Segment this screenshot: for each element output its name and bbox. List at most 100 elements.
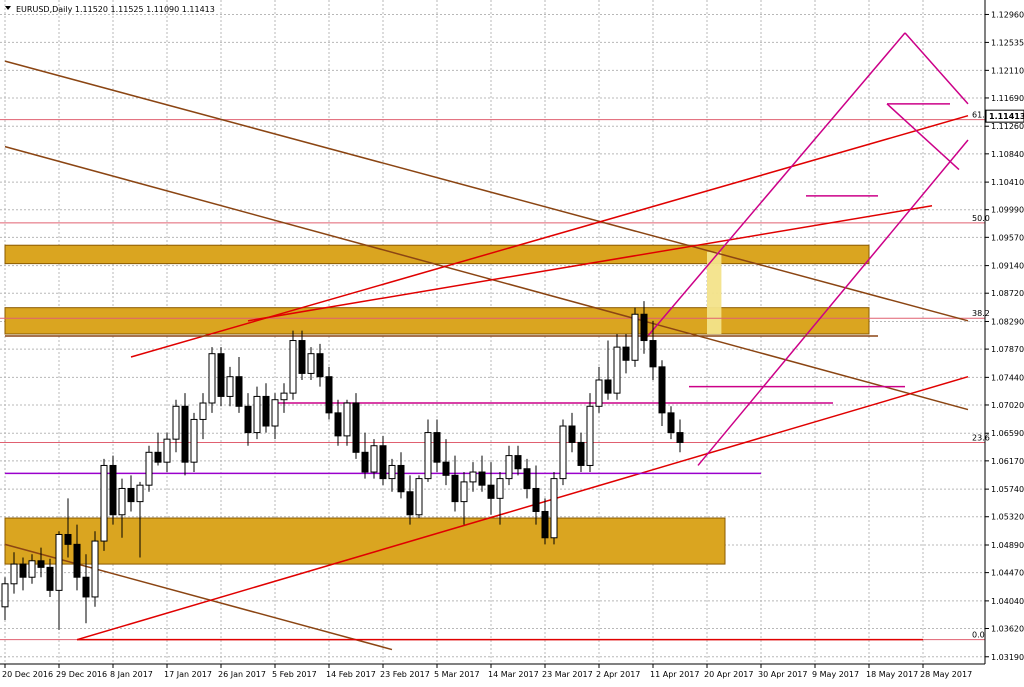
fibonacci-level-label: 38.2 <box>972 309 990 318</box>
x-tick-label: 2 Apr 2017 <box>596 670 640 679</box>
candle-body <box>406 491 414 516</box>
y-tick-label: 1.10840 <box>991 150 1024 159</box>
trend-line <box>247 205 933 322</box>
x-tick-label: 30 Apr 2017 <box>758 670 807 679</box>
y-tick-label: 1.09140 <box>991 262 1024 271</box>
candle-body <box>433 432 441 463</box>
chart-header: EURUSD,Daily 1.11520 1.11525 1.11090 1.1… <box>16 5 215 14</box>
candle-body <box>217 353 225 397</box>
candle-body <box>55 533 63 591</box>
support-resistance-zone <box>4 517 726 565</box>
y-tick-label: 1.05320 <box>991 513 1024 522</box>
candle-body <box>244 405 252 434</box>
fibonacci-level-label: 61.8 <box>972 111 990 120</box>
trend-line <box>643 32 906 342</box>
candle-body <box>496 478 504 499</box>
candle-body <box>109 464 117 516</box>
y-tick-label: 1.04470 <box>991 569 1024 578</box>
candle-body <box>145 451 153 486</box>
candle-body <box>514 455 522 470</box>
candle-body <box>343 402 351 437</box>
y-tick-label: 1.03190 <box>991 653 1024 662</box>
candle-body <box>37 560 45 568</box>
y-tick-label: 1.12960 <box>991 10 1024 19</box>
candle-body <box>622 346 630 361</box>
candle-body <box>541 510 549 539</box>
y-tick-label: 1.08290 <box>991 317 1024 326</box>
candle-body <box>361 451 369 473</box>
x-tick-label: 23 Mar 2017 <box>542 670 593 679</box>
candle-body <box>127 487 135 503</box>
candle-body <box>262 395 270 427</box>
candle-body <box>10 563 18 585</box>
candle-body <box>271 399 279 427</box>
candle-body <box>478 471 486 486</box>
y-tick-label: 1.04890 <box>991 541 1024 550</box>
candle-body <box>415 478 423 516</box>
candle-body <box>550 478 558 539</box>
candle-body <box>19 563 27 578</box>
y-tick-label: 1.08720 <box>991 289 1024 298</box>
x-tick-label: 20 Dec 2016 <box>2 670 53 679</box>
candle-body <box>649 340 657 368</box>
candle-body <box>316 353 324 378</box>
x-tick-label: 28 May 2017 <box>920 670 972 679</box>
fibonacci-level-label: 0.0 <box>972 631 985 640</box>
x-tick-label: 14 Mar 2017 <box>488 670 539 679</box>
x-tick-label: 9 May 2017 <box>812 670 859 679</box>
trend-line <box>697 139 969 466</box>
y-tick-label: 1.11690 <box>991 94 1024 103</box>
x-tick-label: 26 Jan 2017 <box>218 670 266 679</box>
candle-body <box>208 353 216 404</box>
candle-body <box>640 313 648 342</box>
candle-body <box>64 533 72 545</box>
candle-body <box>451 474 459 503</box>
candle-body <box>325 376 333 414</box>
candle-body <box>307 353 315 374</box>
y-tick-label: 1.07440 <box>991 373 1024 382</box>
y-tick-label: 1.06590 <box>991 429 1024 438</box>
candle-body <box>82 576 90 598</box>
candle-body <box>181 405 189 463</box>
zones <box>4 244 870 565</box>
candle-body <box>442 461 450 476</box>
trend-line <box>904 32 969 105</box>
x-tick-label: 20 Apr 2017 <box>704 670 753 679</box>
candle-body <box>460 481 468 503</box>
candle-body <box>658 366 666 414</box>
y-tick-label: 1.09570 <box>991 233 1024 242</box>
candle-body <box>676 432 684 443</box>
x-tick-label: 8 Jan 2017 <box>110 670 153 679</box>
candle-body <box>298 340 306 374</box>
trend-line <box>4 543 393 651</box>
candle-body <box>568 425 576 443</box>
y-tick-label: 1.03620 <box>991 624 1024 633</box>
candle-body <box>559 425 567 480</box>
y-tick-label: 1.10410 <box>991 178 1024 187</box>
candle-body <box>586 405 594 466</box>
candle-body <box>1 583 9 608</box>
candle-body <box>253 395 261 434</box>
candle-body <box>280 392 288 401</box>
candle-body <box>352 402 360 453</box>
y-tick-label: 1.11260 <box>991 122 1024 131</box>
candle-body <box>613 346 621 394</box>
x-tick-label: 11 Apr 2017 <box>650 670 699 679</box>
support-resistance-zone <box>4 244 870 265</box>
y-tick-label: 1.07020 <box>991 401 1024 410</box>
candle-body <box>424 432 432 480</box>
candle-body <box>172 405 180 440</box>
y-tick-label: 1.04040 <box>991 597 1024 606</box>
trend-line <box>4 145 969 411</box>
fibonacci-level-label: 23.6 <box>972 433 990 442</box>
candle-body <box>190 418 198 463</box>
candle-body <box>73 543 81 578</box>
candle-body <box>370 445 378 473</box>
candle-body <box>487 484 495 499</box>
candle-body <box>397 464 405 493</box>
candle-body <box>631 313 639 361</box>
candle-body <box>595 379 603 407</box>
